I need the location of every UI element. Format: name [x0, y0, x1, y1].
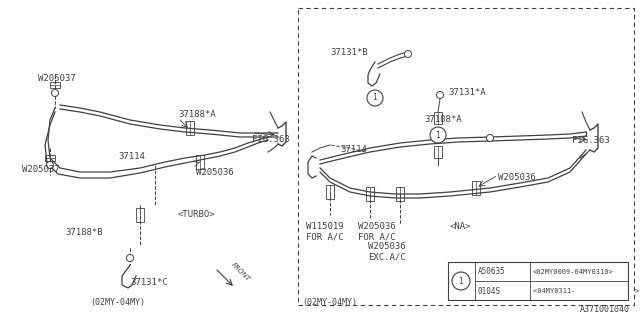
Text: EXC.A/C: EXC.A/C: [368, 252, 406, 261]
Bar: [136, 208, 144, 222]
Text: W205036: W205036: [196, 168, 234, 177]
Text: W205036: W205036: [358, 222, 396, 231]
Bar: [196, 155, 204, 169]
Circle shape: [430, 127, 446, 143]
Bar: [472, 181, 480, 195]
Text: <04MY0311-              >: <04MY0311- >: [533, 288, 639, 294]
Text: FIG.363: FIG.363: [572, 136, 610, 145]
Bar: [45, 155, 55, 161]
Text: <02MY0009-04MY0310>: <02MY0009-04MY0310>: [533, 269, 614, 275]
Circle shape: [127, 254, 134, 261]
Text: (02MY-04MY): (02MY-04MY): [90, 298, 145, 307]
Text: W205036: W205036: [368, 242, 406, 251]
Text: 37114: 37114: [118, 152, 145, 161]
Text: A371001040: A371001040: [580, 305, 630, 314]
Bar: [434, 146, 442, 158]
Text: FIG.363: FIG.363: [252, 135, 290, 144]
Bar: [326, 185, 334, 199]
Text: W205037: W205037: [38, 74, 76, 83]
Text: W115019: W115019: [306, 222, 344, 231]
Circle shape: [51, 90, 58, 97]
Bar: [298, 8, 634, 305]
Text: 37131*A: 37131*A: [448, 88, 486, 97]
Text: W205036: W205036: [498, 173, 536, 182]
Bar: [396, 187, 404, 201]
Bar: [434, 112, 442, 124]
Text: 37131*B: 37131*B: [330, 48, 367, 57]
Bar: [448, 262, 628, 300]
Text: 1: 1: [459, 276, 463, 285]
Bar: [186, 121, 194, 135]
Text: 37188*A: 37188*A: [424, 115, 461, 124]
Circle shape: [367, 90, 383, 106]
Text: A50635: A50635: [478, 268, 506, 276]
Text: 1: 1: [436, 131, 440, 140]
Text: 37114: 37114: [340, 145, 367, 154]
Circle shape: [47, 162, 54, 169]
Bar: [366, 187, 374, 201]
Text: FOR A/C: FOR A/C: [306, 232, 344, 241]
Text: FOR A/C: FOR A/C: [358, 232, 396, 241]
Text: <TURBO>: <TURBO>: [178, 210, 216, 219]
Circle shape: [404, 51, 412, 58]
Text: 37131*C: 37131*C: [130, 278, 168, 287]
Text: W205037: W205037: [22, 165, 60, 174]
Circle shape: [486, 134, 493, 141]
Circle shape: [452, 272, 470, 290]
Text: (02MY-04MY): (02MY-04MY): [302, 298, 357, 307]
Text: <NA>: <NA>: [450, 222, 472, 231]
Text: FRONT: FRONT: [230, 261, 251, 283]
Text: 37188*A: 37188*A: [178, 110, 216, 119]
Circle shape: [436, 92, 444, 99]
Bar: [50, 82, 60, 88]
Text: 37188*B: 37188*B: [65, 228, 102, 237]
Text: 1: 1: [372, 93, 378, 102]
Text: 0104S: 0104S: [478, 286, 501, 295]
